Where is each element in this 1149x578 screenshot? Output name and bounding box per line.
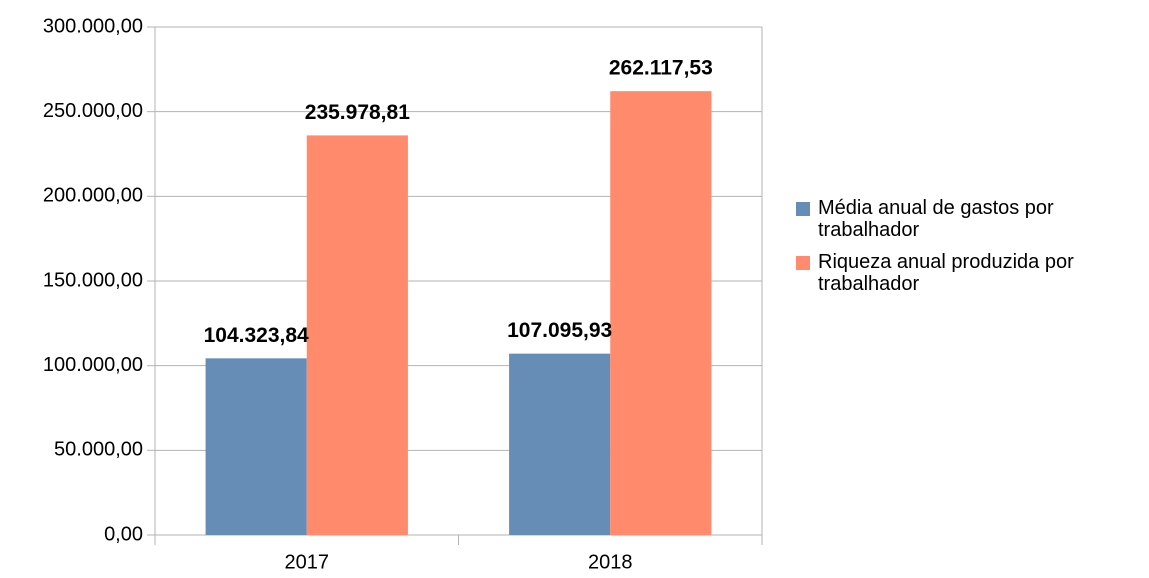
bar xyxy=(509,353,611,535)
x-tick-label: 2017 xyxy=(285,551,330,573)
data-label: 107.095,93 xyxy=(507,319,612,342)
legend: Média anual de gastos por trabalhador Riq… xyxy=(796,197,1106,305)
y-tick-label: 100.000,00 xyxy=(43,354,143,376)
y-tick-label: 50.000,00 xyxy=(54,439,143,461)
y-tick-label: 250.000,00 xyxy=(43,100,143,122)
y-tick-label: 200.000,00 xyxy=(43,185,143,207)
data-label: 104.323,84 xyxy=(204,324,309,347)
legend-label: Média anual de gastos por trabalhador xyxy=(818,197,1054,241)
legend-item: Riqueza anual produzida por trabalhador xyxy=(796,251,1106,295)
legend-swatch xyxy=(796,256,810,270)
bar xyxy=(610,91,712,536)
y-tick-label: 300.000,00 xyxy=(43,15,143,37)
data-label: 235.978,81 xyxy=(305,101,410,124)
x-tick-label: 2018 xyxy=(588,551,633,573)
bar xyxy=(205,358,307,535)
legend-item: Média anual de gastos por trabalhador xyxy=(796,197,1106,241)
bar xyxy=(306,135,408,535)
data-label: 262.117,53 xyxy=(609,57,713,80)
y-tick-label: 0,00 xyxy=(104,523,143,545)
legend-label: Riqueza anual produzida por trabalhador xyxy=(818,251,1074,295)
legend-swatch xyxy=(796,202,810,216)
y-tick-label: 150.000,00 xyxy=(43,269,143,291)
